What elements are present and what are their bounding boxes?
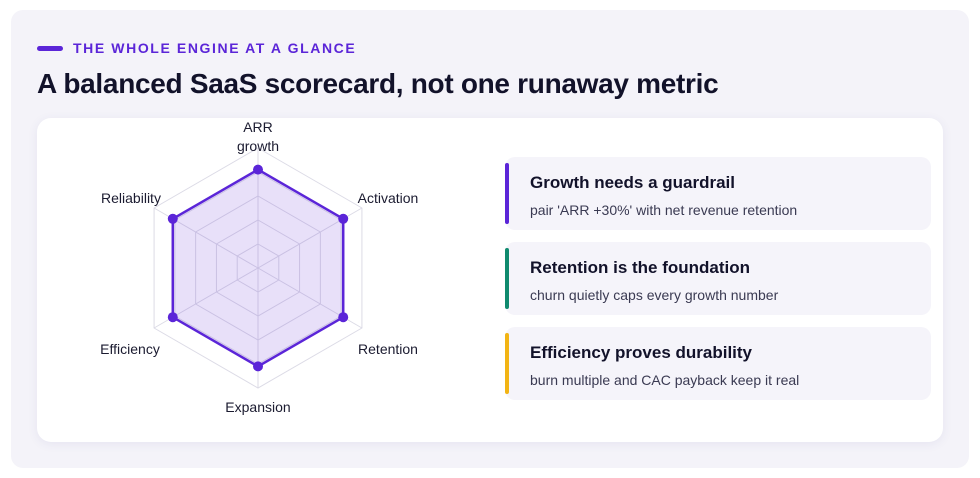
insight-text: burn multiple and CAC payback keep it re… — [530, 372, 800, 388]
insight-text: churn quietly caps every growth number — [530, 287, 779, 303]
eyebrow-accent-bar — [37, 45, 63, 51]
insight-accent-bar — [505, 248, 509, 309]
insight-title: Growth needs a guardrail — [530, 173, 735, 192]
page-title: A balanced SaaS scorecard, not one runaw… — [37, 68, 719, 99]
eyebrow-label: THE WHOLE ENGINE AT A GLANCE — [73, 40, 357, 56]
insight-accent-bar — [505, 333, 509, 394]
radar-data-point — [338, 213, 349, 224]
radar-axis-label: growth — [237, 138, 279, 154]
insight-text: pair 'ARR +30%' with net revenue retenti… — [530, 202, 798, 218]
insight-title: Efficiency proves durability — [530, 343, 753, 362]
radar-data-point — [167, 312, 178, 323]
radar-axis-label: Activation — [358, 190, 419, 206]
radar-chart: ARR growth Activation Retention Expansion Eff… — [100, 119, 419, 415]
radar-data-point — [253, 164, 263, 175]
eyebrow: THE WHOLE ENGINE AT A GLANCE — [37, 38, 356, 58]
radar-axis-label: Expansion — [225, 399, 290, 415]
radar-axis-label: Efficiency — [100, 341, 160, 357]
insight-card-efficiency: Efficiency proves durability burn multip… — [505, 327, 931, 400]
scorecard-card: ARR growth Activation Retention Expansion Eff… — [37, 118, 943, 442]
insight-accent-bar — [505, 163, 509, 224]
radar-data-point — [338, 312, 349, 323]
radar-data-point — [167, 213, 178, 224]
radar-series-area — [171, 168, 345, 368]
radar-axis-label: Reliability — [101, 190, 161, 206]
insight-card-retention: Retention is the foundation churn quietl… — [505, 242, 931, 315]
insight-card-growth: Growth needs a guardrail pair 'ARR +30%'… — [505, 157, 931, 230]
radar-axis-label: ARR — [243, 119, 273, 135]
radar-axis-label: Retention — [358, 341, 418, 357]
radar-data-point — [253, 361, 263, 372]
insight-title: Retention is the foundation — [530, 258, 751, 277]
